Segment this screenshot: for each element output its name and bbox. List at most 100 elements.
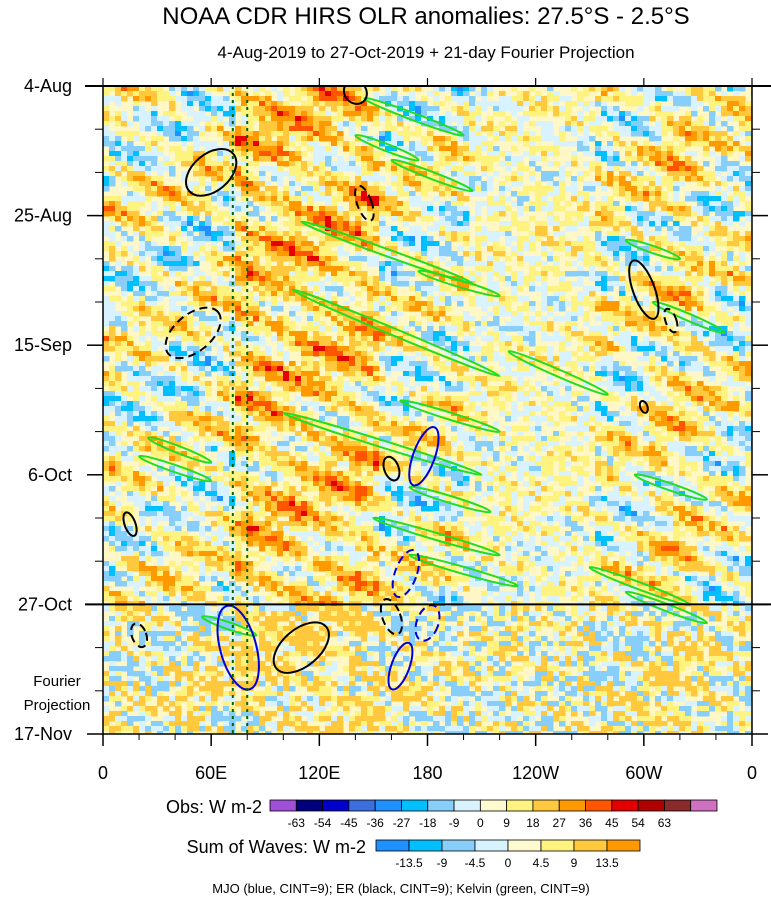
anomaly-cell <box>559 111 566 117</box>
anomaly-cell <box>583 271 590 277</box>
anomaly-cell <box>541 306 548 312</box>
anomaly-cell <box>697 246 704 252</box>
anomaly-cell <box>253 301 260 307</box>
anomaly-cell <box>577 196 584 202</box>
anomaly-cell <box>247 316 254 322</box>
anomaly-cell <box>103 281 110 287</box>
anomaly-cell <box>535 166 542 172</box>
anomaly-cell <box>307 111 314 117</box>
anomaly-cell <box>727 101 734 107</box>
anomaly-cell <box>253 221 260 227</box>
anomaly-cell <box>415 86 422 92</box>
anomaly-cell <box>523 326 530 332</box>
anomaly-cell <box>703 141 710 147</box>
anomaly-cell <box>139 306 146 312</box>
anomaly-cell <box>349 321 356 327</box>
anomaly-cell <box>421 106 428 112</box>
anomaly-cell <box>355 171 362 177</box>
anomaly-cell <box>145 181 152 187</box>
anomaly-cell <box>679 231 686 237</box>
anomaly-cell <box>223 271 230 277</box>
anomaly-cell <box>493 196 500 202</box>
anomaly-cell <box>589 151 596 157</box>
anomaly-cell <box>325 361 332 367</box>
anomaly-cell <box>175 206 182 212</box>
anomaly-cell <box>157 231 164 237</box>
anomaly-cell <box>217 196 224 202</box>
anomaly-cell <box>205 121 212 127</box>
anomaly-cell <box>427 281 434 287</box>
anomaly-cell <box>517 171 524 177</box>
anomaly-cell <box>361 346 368 352</box>
anomaly-cell <box>241 356 248 362</box>
anomaly-cell <box>487 246 494 252</box>
anomaly-cell <box>307 216 314 222</box>
anomaly-cell <box>409 301 416 307</box>
anomaly-cell <box>295 241 302 247</box>
anomaly-cell <box>535 201 542 207</box>
anomaly-cell <box>451 361 458 367</box>
anomaly-cell <box>631 211 638 217</box>
anomaly-cell <box>475 291 482 297</box>
anomaly-cell <box>601 236 608 242</box>
anomaly-cell <box>655 221 662 227</box>
anomaly-cell <box>145 196 152 202</box>
anomaly-cell <box>571 311 578 317</box>
anomaly-cell <box>289 181 296 187</box>
anomaly-cell <box>103 266 110 272</box>
anomaly-cell <box>403 296 410 302</box>
anomaly-cell <box>499 376 506 382</box>
anomaly-cell <box>349 166 356 172</box>
anomaly-cell <box>655 176 662 182</box>
anomaly-cell <box>457 236 464 242</box>
anomaly-cell <box>379 196 386 202</box>
anomaly-cell <box>637 356 644 362</box>
anomaly-cell <box>595 166 602 172</box>
anomaly-cell <box>301 331 308 337</box>
anomaly-cell <box>235 311 242 317</box>
anomaly-cell <box>133 86 140 92</box>
anomaly-cell <box>715 216 722 222</box>
anomaly-cell <box>421 176 428 182</box>
anomaly-cell <box>487 331 494 337</box>
anomaly-cell <box>529 121 536 127</box>
anomaly-cell <box>643 281 650 287</box>
anomaly-cell <box>175 261 182 267</box>
anomaly-cell <box>457 256 464 262</box>
anomaly-cell <box>421 371 428 377</box>
anomaly-cell <box>637 191 644 197</box>
anomaly-cell <box>703 226 710 232</box>
anomaly-cell <box>433 141 440 147</box>
anomaly-cell <box>529 96 536 102</box>
anomaly-cell <box>301 356 308 362</box>
anomaly-cell <box>607 96 614 102</box>
anomaly-cell <box>439 206 446 212</box>
anomaly-cell <box>421 216 428 222</box>
anomaly-cell <box>709 371 716 377</box>
anomaly-cell <box>709 126 716 132</box>
anomaly-cell <box>331 266 338 272</box>
anomaly-cell <box>721 326 728 332</box>
anomaly-cell <box>325 176 332 182</box>
anomaly-cell <box>175 196 182 202</box>
anomaly-cell <box>523 346 530 352</box>
anomaly-cell <box>439 306 446 312</box>
anomaly-cell <box>427 351 434 357</box>
anomaly-cell <box>337 186 344 192</box>
anomaly-cell <box>721 136 728 142</box>
anomaly-cell <box>613 121 620 127</box>
anomaly-cell <box>451 86 458 92</box>
anomaly-cell <box>391 296 398 302</box>
anomaly-cell <box>271 131 278 137</box>
anomaly-cell <box>649 361 656 367</box>
anomaly-cell <box>361 236 368 242</box>
anomaly-cell <box>517 381 524 387</box>
anomaly-cell <box>403 216 410 222</box>
anomaly-cell <box>283 236 290 242</box>
anomaly-cell <box>205 276 212 282</box>
anomaly-cell <box>181 191 188 197</box>
anomaly-cell <box>181 386 188 392</box>
anomaly-cell <box>721 381 728 387</box>
anomaly-cell <box>553 286 560 292</box>
anomaly-cell <box>235 96 242 102</box>
